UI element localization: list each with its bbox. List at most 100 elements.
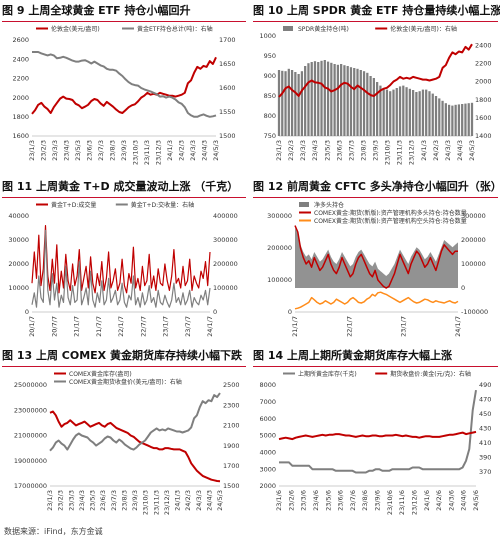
bar bbox=[359, 70, 362, 136]
x-tick-label: 23/12/6 bbox=[410, 490, 418, 515]
series-line bbox=[294, 291, 459, 310]
y-tick-label-right: 370 bbox=[479, 468, 491, 476]
bar bbox=[425, 89, 428, 136]
x-tick-label: 23/8/3 bbox=[359, 140, 367, 161]
x-tick-label: 24/3/3 bbox=[195, 490, 203, 511]
y-tick-label-left: 7000 bbox=[259, 398, 276, 406]
bar bbox=[369, 76, 372, 136]
x-tick-label: 23/1/3 bbox=[28, 140, 36, 161]
x-tick-label: 23/4/6 bbox=[312, 490, 320, 511]
x-tick-label: 23/11/3 bbox=[152, 490, 160, 515]
x-tick-label: 23/11/3 bbox=[396, 140, 404, 165]
bar bbox=[320, 60, 323, 136]
x-tick-label: 23/7/6 bbox=[349, 490, 357, 511]
bar bbox=[444, 103, 447, 136]
x-tick-label: 23/10/3 bbox=[384, 140, 392, 165]
bar bbox=[451, 105, 454, 136]
chart-panel-10: 图 10 上周 SPDR 黄金 ETF 持仓量持续小幅上涨 750 800 850 9… bbox=[253, 2, 500, 172]
title-divider bbox=[253, 197, 498, 198]
bar bbox=[411, 90, 415, 136]
y-tick-label-right: 1600 bbox=[219, 84, 236, 92]
y-tick-label-left: 950 bbox=[264, 52, 276, 60]
y-tick-label-right: 2200 bbox=[475, 59, 492, 67]
x-tick-label: 23/1/6 bbox=[275, 490, 283, 511]
series-line bbox=[49, 392, 221, 452]
y-tick-label-right: 1400 bbox=[475, 132, 492, 140]
y-tick-label-left: 300000 bbox=[267, 212, 292, 220]
y-tick-label-left: 23000000 bbox=[14, 406, 47, 414]
bar bbox=[323, 60, 326, 136]
x-tick-label: 23/2/3 bbox=[287, 140, 295, 161]
series-line bbox=[31, 225, 211, 294]
y-tick-label-left: 100000 bbox=[267, 276, 292, 284]
y-tick-label-left: 21000000 bbox=[14, 432, 47, 440]
bar bbox=[287, 68, 290, 136]
x-tick-label: 23/3/3 bbox=[51, 140, 59, 161]
chart-panel-9: 图 9 上周全球黄金 ETF 持仓小幅回升 1600 1800 2000 2200 24… bbox=[2, 2, 246, 172]
legend-label: 伦敦金(美元/盎司)：右轴 bbox=[390, 25, 457, 33]
x-tick-label: 21/1/7 bbox=[73, 316, 81, 337]
y-tick-label-left: 2000 bbox=[259, 482, 276, 490]
bar bbox=[392, 89, 395, 136]
y-tick-label-right: 1550 bbox=[219, 108, 236, 116]
y-tick-label-left: 17000000 bbox=[14, 482, 47, 490]
series-line bbox=[49, 410, 221, 483]
legend-label: 黄金T+D:成交量 bbox=[51, 201, 96, 209]
y-tick-label-left: 2400 bbox=[12, 55, 29, 63]
bar bbox=[326, 61, 330, 136]
bar bbox=[379, 85, 382, 136]
bar bbox=[405, 87, 408, 136]
bar bbox=[304, 66, 307, 136]
y-tick-label-right: 450 bbox=[479, 410, 491, 418]
bar bbox=[317, 62, 320, 136]
y-tick-label-right: 490 bbox=[479, 381, 491, 389]
y-tick-label-right: 470 bbox=[479, 396, 491, 404]
bar bbox=[346, 66, 349, 136]
bar bbox=[382, 88, 385, 136]
x-tick-label: 23/6/3 bbox=[99, 490, 107, 511]
bar bbox=[457, 104, 461, 136]
bar bbox=[307, 63, 310, 137]
y-tick-label-left: 20000 bbox=[8, 260, 29, 268]
y-tick-label-right: 1900 bbox=[223, 442, 240, 450]
legend-label: COMEX黄金期货收盘价(美元/盎司)：右轴 bbox=[69, 378, 182, 386]
x-tick-label: 24/5/6 bbox=[472, 490, 480, 511]
y-tick-label-left: 850 bbox=[264, 92, 276, 100]
y-tick-label-left: 0 bbox=[25, 308, 29, 316]
y-tick-label-left: 30000 bbox=[8, 236, 29, 244]
x-tick-label: 21/7/7 bbox=[95, 316, 103, 337]
bar bbox=[461, 104, 464, 136]
y-tick-label-left: 200000 bbox=[267, 244, 292, 252]
y-tick-label-right: 0 bbox=[461, 284, 465, 292]
x-tick-label: 23/3/3 bbox=[67, 490, 75, 511]
x-tick-label: 24/1/3 bbox=[166, 140, 174, 161]
x-tick-label: 24/1/7 bbox=[454, 316, 462, 337]
bar bbox=[281, 70, 284, 136]
x-tick-label: 22/1/7 bbox=[117, 316, 125, 337]
chart-panel-14: 图 14 上周上期所黄金期货库存大幅上涨 2000 3000 4000 5000 600… bbox=[253, 347, 498, 522]
legend-swatch bbox=[283, 26, 293, 31]
x-tick-label: 24/3/3 bbox=[444, 140, 452, 161]
bar bbox=[310, 62, 313, 136]
chart-panel-12: 图 12 前周黄金 CFTC 多头净持仓小幅回升（张） 0 100000 20000… bbox=[253, 178, 500, 340]
chart-11: 0100002000030000400000100000200000300000… bbox=[8, 201, 238, 337]
y-tick-label-left: 6000 bbox=[259, 415, 276, 423]
x-tick-label: 22/7/7 bbox=[139, 316, 147, 337]
series-line bbox=[294, 225, 458, 289]
chart-title: 图 14 上周上期所黄金期货库存大幅上涨 bbox=[253, 349, 452, 362]
y-tick-label-right: 2000 bbox=[475, 78, 492, 86]
x-tick-label: 20/1/7 bbox=[28, 316, 36, 337]
y-tick-label-left: 1800 bbox=[12, 113, 29, 121]
x-tick-label: 23/12/3 bbox=[163, 490, 171, 515]
x-tick-label: 24/2/3 bbox=[432, 140, 440, 161]
y-tick-label-left: 25000000 bbox=[14, 381, 47, 389]
x-tick-label: 23/9/3 bbox=[120, 140, 128, 161]
y-tick-label-left: 19000000 bbox=[14, 457, 47, 465]
x-tick-label: 23/12/3 bbox=[408, 140, 416, 165]
y-tick-label-right: 0 bbox=[213, 308, 217, 316]
chart-12: 0 100000 200000 300000 -100000 0 100000 200000 3… bbox=[267, 201, 488, 337]
x-tick-label: 23/1/7 bbox=[162, 316, 170, 337]
y-tick-label-right: 1800 bbox=[475, 96, 492, 104]
x-tick-label: 23/10/3 bbox=[142, 490, 150, 515]
legend-label: COMEX黄金:期货(新版):资产管理机构多头持仓:持仓数量 bbox=[314, 209, 467, 217]
